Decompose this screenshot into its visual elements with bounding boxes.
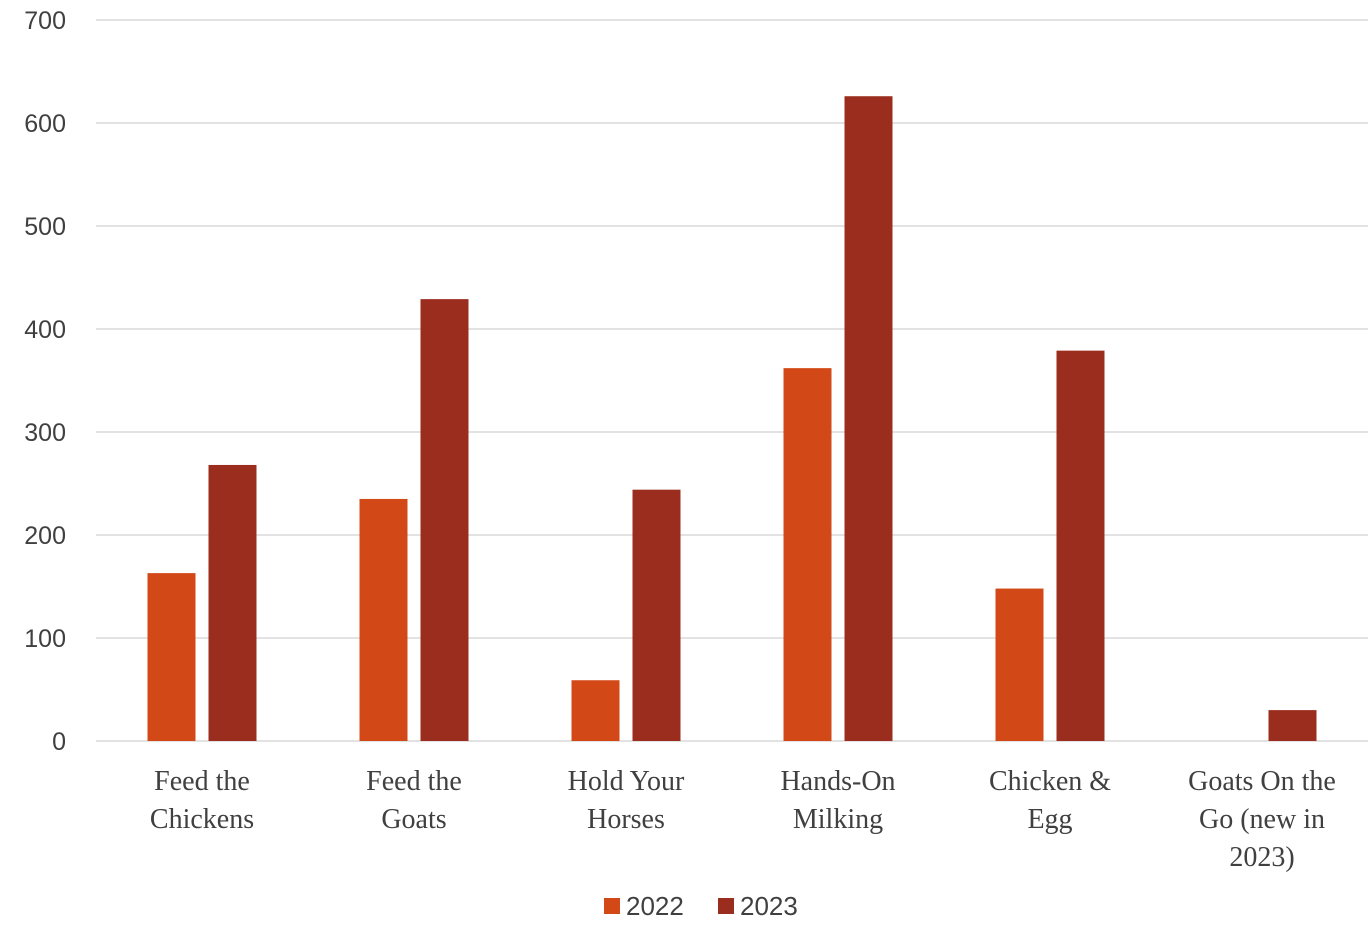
y-axis-tick-labels: 0 100 200 300 400 500 600 700 [24, 7, 66, 756]
bar-2022-2 [571, 680, 620, 741]
bar-2023-1 [420, 299, 469, 741]
bar-2022-4 [995, 588, 1044, 741]
bars [147, 96, 1317, 742]
bar-2023-5 [1268, 710, 1317, 741]
legend-item-2022: 2022 [604, 891, 684, 921]
legend-swatch-2022 [604, 898, 620, 914]
y-tick-label-0: 0 [52, 728, 66, 756]
x-axis-category-labels: Feed the Chickens Feed the Goats Hold Your Ho… [150, 766, 1336, 873]
bar-2023-0 [208, 464, 257, 741]
bar-2022-0 [147, 573, 196, 741]
y-tick-label-200: 200 [24, 522, 66, 550]
y-tick-label-100: 100 [24, 625, 66, 653]
x-category-label-3: Hands-On Milking [780, 766, 895, 835]
y-tick-label-500: 500 [24, 213, 66, 241]
legend-swatch-2023 [718, 898, 734, 914]
y-tick-label-600: 600 [24, 110, 66, 138]
bar-2023-4 [1056, 350, 1105, 741]
legend-label-2023: 2023 [740, 891, 798, 921]
legend-label-2022: 2022 [626, 891, 684, 921]
bar-2022-1 [359, 498, 408, 741]
y-tick-label-300: 300 [24, 419, 66, 447]
x-category-label-5: Goats On the Go (new in 2023) [1188, 766, 1336, 873]
x-category-label-4: Chicken & Egg [989, 766, 1111, 835]
legend-item-2023: 2023 [718, 891, 798, 921]
gridlines [96, 19, 1368, 742]
legend: 2022 2023 [604, 891, 798, 921]
bar-2023-3 [844, 96, 893, 742]
bar-2022-3 [783, 368, 832, 741]
x-category-label-1: Feed the Goats [366, 766, 462, 835]
y-tick-label-400: 400 [24, 316, 66, 344]
x-category-label-0: Feed the Chickens [150, 766, 254, 835]
y-tick-label-700: 700 [24, 7, 66, 35]
x-category-label-2: Hold Your Horses [568, 766, 685, 835]
bar-2023-2 [632, 489, 681, 741]
